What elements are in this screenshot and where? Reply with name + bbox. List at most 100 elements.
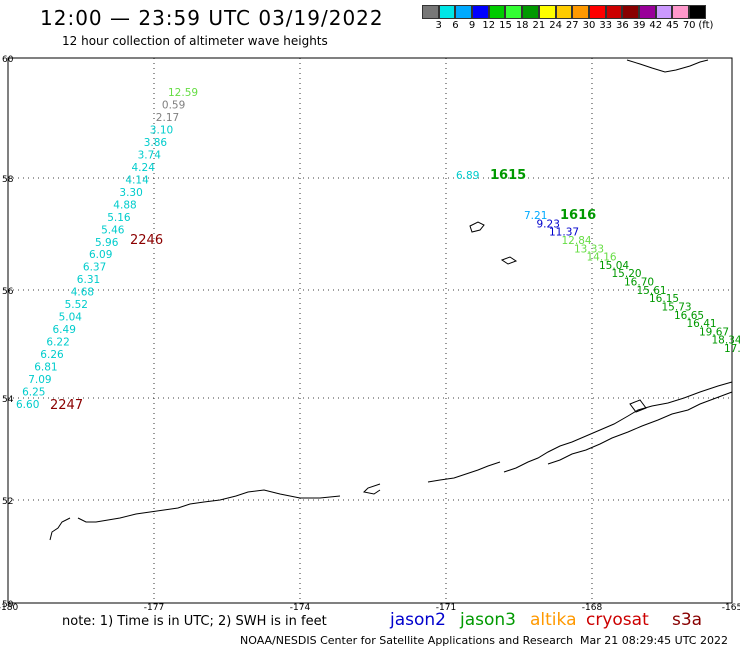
color-swatch-13 <box>638 5 656 19</box>
swh-value-label: 2.17 <box>156 112 179 124</box>
pass-time-label: 2246 <box>130 233 163 248</box>
swh-value-label: 12.59 <box>168 87 198 99</box>
color-scale-label: 70 <box>682 20 696 31</box>
swh-value-label: 6.49 <box>53 324 76 336</box>
units-note: note: 1) Time is in UTC; 2) SWH is in fe… <box>62 614 327 629</box>
color-scale-label: 6 <box>452 20 459 31</box>
color-swatch-2 <box>455 5 473 19</box>
color-scale-label: 24 <box>549 20 562 31</box>
latitude-label: 54 <box>2 395 14 405</box>
color-swatch-9 <box>572 5 589 19</box>
latitude-label: 50 <box>2 600 14 610</box>
longitude-label: -168 <box>582 603 603 610</box>
swh-value-label: 16.41 <box>687 318 717 330</box>
satellite-legend-cryosat: cryosat <box>586 610 649 630</box>
swh-value-label: 18.34 <box>712 335 740 347</box>
swh-value-label: 15.73 <box>662 301 692 313</box>
swh-value-label: 15.04 <box>599 260 629 272</box>
swh-value-label: 6.26 <box>40 349 64 361</box>
island-b <box>500 256 518 265</box>
swh-value-label: 12.84 <box>562 235 592 247</box>
satellite-legend-jason2: jason2 <box>390 610 446 630</box>
color-scale-label: 27 <box>565 20 579 31</box>
swh-value-label: 16.70 <box>624 277 654 289</box>
latitude-label: 58 <box>2 175 14 185</box>
swh-value-label: 4.68 <box>71 287 94 299</box>
island-a <box>469 221 485 233</box>
swh-value-label: 5.04 <box>59 312 83 324</box>
swh-value-label: 16.15 <box>649 293 679 305</box>
color-swatch-11 <box>605 5 623 19</box>
color-swatch-5 <box>505 5 523 19</box>
color-swatch-12 <box>622 5 639 19</box>
swh-value-label: 14.16 <box>587 252 617 264</box>
color-scale-label: 12 <box>482 20 496 31</box>
swh-value-label: 15.20 <box>612 268 642 280</box>
swh-value-label: 6.31 <box>77 274 100 286</box>
coastline-peninsula <box>503 381 733 473</box>
swh-value-label: 6.81 <box>34 362 57 374</box>
swh-value-label: 6.60 <box>16 399 39 411</box>
color-scale-label: 36 <box>616 20 629 31</box>
color-scale-label: 18 <box>515 20 529 31</box>
longitude-label: -177 <box>144 603 164 610</box>
swh-value-label: 3.86 <box>144 137 168 149</box>
pass-time-label: 1616 <box>560 208 596 223</box>
color-swatch-10 <box>588 5 606 19</box>
swh-value-label: 6.89 <box>456 170 479 182</box>
color-swatch-15 <box>672 5 689 19</box>
pass-time-label: 2247 <box>50 398 83 413</box>
map-frame <box>7 57 733 604</box>
generated-timestamp: Mar 21 08:29:45 UTC 2022 <box>580 634 728 647</box>
color-scale-label: 30 <box>582 20 596 31</box>
credit-line: NOAA/NESDIS Center for Satellite Applica… <box>240 634 574 647</box>
swh-value-label: 5.46 <box>101 224 125 236</box>
color-scale-label: 9 <box>468 20 476 31</box>
altimeter-track-east: 6.89 1615 1616 7.219.2311.3712.8413.3314.16… <box>456 168 740 355</box>
longitude-label: -180 <box>0 603 18 610</box>
swh-value-label: 11.37 <box>549 227 579 239</box>
color-scale-label: 15 <box>499 20 512 31</box>
swh-value-label: 4.88 <box>113 199 136 211</box>
color-scale-label: (ft) <box>698 20 714 31</box>
color-swatch-0 <box>422 5 439 19</box>
satellite-legend-s3a: s3a <box>672 610 703 630</box>
swh-value-label: 6.22 <box>46 337 69 349</box>
graticule: 60 58 56 54 52 50-180 -177 -174 -171 -168 -165 <box>0 55 740 610</box>
swh-value-label: 19.67 <box>699 326 729 338</box>
swh-value-label: 3.74 <box>138 149 162 161</box>
latitude-label: 60 <box>2 55 14 65</box>
chart-subtitle: 12 hour collection of altimeter wave hei… <box>62 34 328 48</box>
pass-time-label: 1615 <box>490 168 526 183</box>
chart-title: 12:00 — 23:59 UTC 03/19/2022 <box>40 6 384 30</box>
swh-value-label: 7.09 <box>28 374 51 386</box>
coastline-north <box>626 59 709 73</box>
color-scale-label: 45 <box>666 20 679 31</box>
swh-value-label: 5.96 <box>95 237 119 249</box>
color-scale-label: 3 <box>435 20 442 31</box>
color-swatch-1 <box>438 5 456 19</box>
latitude-label: 56 <box>2 287 14 297</box>
color-swatch-8 <box>555 5 573 19</box>
swh-value-label: 6.25 <box>22 387 45 399</box>
color-scale-label: 42 <box>649 20 663 31</box>
color-swatch-4 <box>488 5 506 19</box>
swh-value-label: 9.23 <box>537 218 560 230</box>
color-scale-label: 21 <box>532 20 546 31</box>
swh-value-label: 4.14 <box>125 174 149 186</box>
color-scale-label: 39 <box>632 20 646 31</box>
longitude-label: -171 <box>436 603 456 610</box>
color-scale-bar <box>422 5 706 19</box>
satellite-legend-jason3: jason3 <box>460 610 516 630</box>
swh-value-label: 15.61 <box>637 285 667 297</box>
swh-value-label: 13.33 <box>574 243 604 255</box>
swh-value-label: 17. <box>724 343 740 355</box>
latitude-label: 52 <box>2 497 13 507</box>
swh-value-label: 3.30 <box>119 187 142 199</box>
wave-height-map: 60 58 56 54 52 50-180 -177 -174 -171 -168 -165 12.… <box>0 55 740 610</box>
island-c <box>629 399 647 413</box>
color-swatch-14 <box>655 5 673 19</box>
swh-value-label: 6.37 <box>83 262 106 274</box>
altimeter-track-west: 12.590.592.173.103.863.744.244.143.304.8… <box>16 87 198 413</box>
color-swatch-7 <box>538 5 556 19</box>
